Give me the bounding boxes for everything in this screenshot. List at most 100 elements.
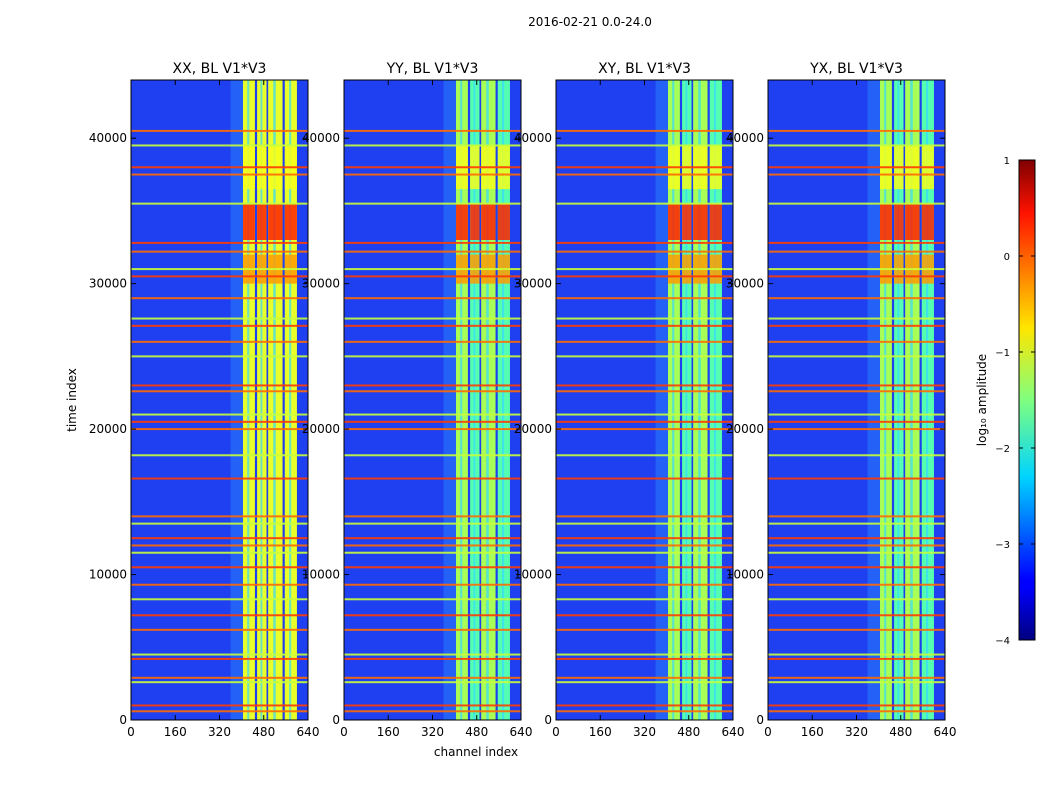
flagged-row xyxy=(344,515,521,518)
flagged-row xyxy=(768,522,945,525)
flagged-row xyxy=(344,317,521,320)
flagged-row xyxy=(768,428,945,431)
colorbar-tick-label: 1 xyxy=(1004,156,1010,167)
panel-title: XY, BL V1*V3 xyxy=(598,61,691,77)
flagged-row xyxy=(131,390,308,393)
flagged-row xyxy=(131,297,308,300)
flagged-row xyxy=(131,384,308,387)
x-tick-label: 480 xyxy=(252,725,275,739)
colorbar-label: log₁₀ amplitude xyxy=(975,354,989,446)
flagged-row xyxy=(768,144,945,147)
colorbar-tick-label: 0 xyxy=(1004,252,1010,263)
burst-cell xyxy=(497,203,510,240)
flagged-row xyxy=(768,676,945,679)
flagged-row xyxy=(768,628,945,631)
flagged-row xyxy=(344,413,521,416)
y-tick-label: 20000 xyxy=(302,422,340,436)
flagged-row xyxy=(131,614,308,617)
flagged-row xyxy=(768,324,945,327)
burst-cell xyxy=(243,203,255,240)
flagged-row xyxy=(768,202,945,205)
flagged-row xyxy=(344,551,521,554)
flagged-row xyxy=(344,614,521,617)
colorbar-tick-label: −3 xyxy=(995,540,1010,551)
channel-band-stripe xyxy=(672,80,675,720)
x-tick-label: 0 xyxy=(764,725,772,739)
burst-cell xyxy=(668,203,680,240)
flagged-row xyxy=(344,477,521,480)
flagged-row xyxy=(556,355,733,358)
burst-cell xyxy=(481,203,496,240)
flagged-row xyxy=(768,710,945,713)
flagged-row xyxy=(556,390,733,393)
flagged-row xyxy=(768,275,945,278)
x-tick-label: 0 xyxy=(127,725,135,739)
heatmap-panel-xy: XY, BL V1*V3 0 160 320 480 640 0 10000 20000 3000… xyxy=(514,61,745,739)
x-tick-label: 640 xyxy=(510,725,533,739)
flagged-row xyxy=(556,420,733,423)
flagged-row xyxy=(556,544,733,547)
y-axis-label: time index xyxy=(65,368,79,432)
flagged-row xyxy=(131,324,308,327)
flagged-row xyxy=(131,515,308,518)
y-tick-label: 30000 xyxy=(302,277,340,291)
flagged-row xyxy=(131,355,308,358)
flagged-row xyxy=(344,681,521,684)
flagged-row xyxy=(768,166,945,169)
flagged-row xyxy=(768,340,945,343)
x-tick-label: 320 xyxy=(845,725,868,739)
flagged-row xyxy=(344,676,521,679)
colorbar-tick-label: −2 xyxy=(995,444,1010,455)
band-halo xyxy=(230,80,244,720)
flagged-row xyxy=(556,275,733,278)
flagged-row xyxy=(768,413,945,416)
flagged-row xyxy=(344,268,521,271)
flagged-row xyxy=(556,676,733,679)
y-tick-label: 20000 xyxy=(514,422,552,436)
flagged-row xyxy=(768,268,945,271)
flagged-row xyxy=(768,544,945,547)
flagged-row xyxy=(131,317,308,320)
colorbar-tick-label: −1 xyxy=(995,348,1010,359)
flagged-row xyxy=(344,544,521,547)
flagged-row xyxy=(768,566,945,569)
burst-cell xyxy=(682,203,692,240)
flagged-row xyxy=(344,657,521,660)
flagged-row xyxy=(556,173,733,176)
flagged-row xyxy=(768,384,945,387)
flagged-row xyxy=(556,413,733,416)
flagged-row xyxy=(131,173,308,176)
y-tick-label: 10000 xyxy=(89,568,127,582)
flagged-row xyxy=(556,522,733,525)
flagged-row xyxy=(768,477,945,480)
flagged-row xyxy=(131,129,308,132)
flagged-row xyxy=(344,420,521,423)
flagged-row xyxy=(344,297,521,300)
flagged-row xyxy=(131,420,308,423)
x-tick-label: 160 xyxy=(801,725,824,739)
channel-band-stripe xyxy=(289,80,292,720)
panel-image xyxy=(344,80,521,720)
x-tick-label: 0 xyxy=(552,725,560,739)
flagged-row xyxy=(556,166,733,169)
flagged-row xyxy=(131,413,308,416)
burst-cell xyxy=(456,203,468,240)
channel-band-stripe xyxy=(502,80,505,720)
channel-band-stripe xyxy=(273,80,276,720)
flagged-row xyxy=(768,241,945,244)
flagged-row xyxy=(768,420,945,423)
x-tick-label: 640 xyxy=(722,725,745,739)
flagged-row xyxy=(344,241,521,244)
figure-suptitle: 2016-02-21 0.0-24.0 xyxy=(528,15,652,29)
flagged-row xyxy=(556,614,733,617)
flagged-row xyxy=(556,583,733,586)
flagged-row xyxy=(768,515,945,518)
panel-title: YY, BL V1*V3 xyxy=(386,61,479,77)
flagged-row xyxy=(768,173,945,176)
y-tick-label: 40000 xyxy=(726,131,764,145)
channel-band-stripe xyxy=(486,80,489,720)
flagged-row xyxy=(344,250,521,253)
flagged-row xyxy=(556,653,733,656)
flagged-row xyxy=(768,297,945,300)
